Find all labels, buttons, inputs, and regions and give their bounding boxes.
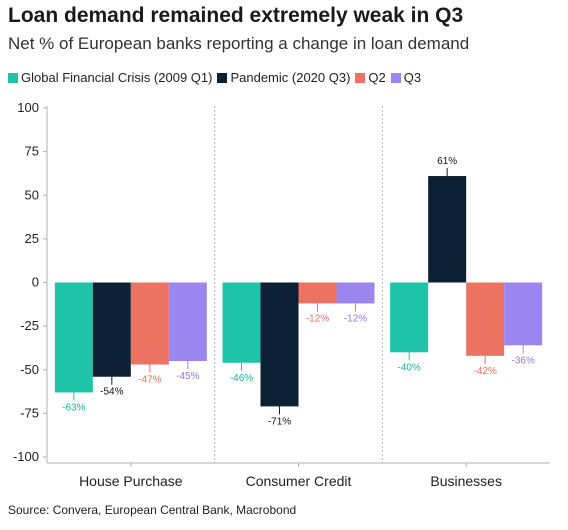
y-tick-label: -75	[20, 405, 39, 420]
bar	[222, 282, 261, 363]
bar-chart: 100 75 50 25 0 -25 -50 -75 -100 House Purchase -63…	[13, 100, 550, 489]
data-label: -46%	[230, 373, 253, 384]
data-label: -71%	[268, 416, 291, 427]
bar	[336, 282, 375, 304]
legend-swatch-pandemic	[217, 72, 228, 83]
x-tick-label: House Purchase	[79, 473, 183, 489]
bar	[168, 282, 207, 362]
legend-swatch-q2	[355, 72, 366, 83]
bar	[260, 282, 299, 407]
legend-label-q2: Q2	[368, 70, 386, 85]
data-label: -54%	[100, 387, 123, 398]
y-tick-label: -100	[13, 449, 39, 464]
bar	[130, 282, 169, 365]
data-label: -12%	[306, 313, 329, 324]
y-tick-label: 50	[25, 187, 39, 202]
legend-label-pandemic: Pandemic (2020 Q3)	[230, 70, 351, 85]
data-label: -42%	[473, 366, 496, 377]
data-label: 61%	[437, 156, 457, 167]
y-tick-label: -25	[20, 318, 39, 333]
data-label: -63%	[62, 402, 85, 413]
source-note: Source: Convera, European Central Bank, …	[8, 503, 297, 517]
bar	[504, 282, 543, 346]
bar	[428, 176, 467, 283]
legend-item-q3: Q3	[390, 70, 422, 85]
y-tick-label: 75	[25, 144, 39, 159]
y-tick-label: 25	[25, 231, 39, 246]
bar	[466, 282, 505, 356]
legend-item-pandemic: Pandemic (2020 Q3)	[217, 70, 350, 85]
legend-item-q2: Q2	[355, 70, 386, 85]
data-label: -40%	[397, 362, 420, 373]
data-label: -47%	[138, 375, 161, 386]
chart-subtitle: Net % of European banks reporting a chan…	[8, 34, 470, 53]
legend-label-q3: Q3	[403, 70, 422, 85]
legend-item-gfc: Global Financial Crisis (2009 Q1)	[8, 70, 212, 85]
data-label: -45%	[176, 371, 199, 382]
y-tick-label: 0	[32, 275, 39, 290]
x-tick-label: Consumer Credit	[246, 473, 352, 489]
chart-title: Loan demand remained extremely weak in Q…	[8, 4, 464, 27]
data-label: -12%	[344, 313, 367, 324]
legend-swatch-gfc	[8, 72, 18, 83]
bar	[390, 282, 429, 353]
legend-label-gfc: Global Financial Crisis (2009 Q1)	[21, 70, 213, 85]
legend-swatch-q3	[390, 72, 401, 83]
bar	[92, 282, 131, 377]
y-tick-label: -50	[20, 362, 39, 377]
bar	[54, 282, 93, 393]
x-tick-label: Businesses	[430, 473, 502, 489]
data-label: -36%	[511, 355, 534, 366]
bar	[298, 282, 337, 304]
chart-legend: Global Financial Crisis (2009 Q1) Pandem…	[8, 70, 426, 85]
y-tick-label: 100	[17, 100, 39, 115]
